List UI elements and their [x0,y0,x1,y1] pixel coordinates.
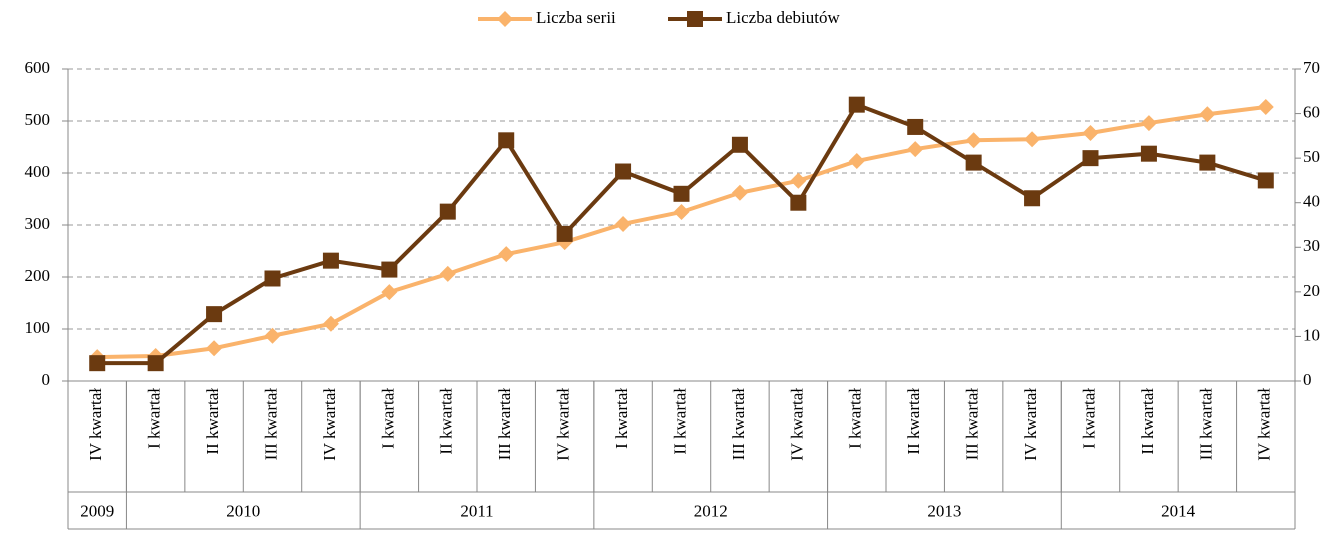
y2-tick-label: 50 [1303,147,1320,166]
point [439,265,456,282]
point [264,327,281,344]
point [556,225,573,242]
point [1082,150,1099,167]
point [673,185,690,202]
point [1140,115,1157,132]
x-tick-label: I kwartał [1079,388,1098,449]
group-label: 2013 [927,501,961,520]
point [498,246,515,263]
point [673,204,690,220]
group-label: 2010 [226,501,260,520]
x-tick-label: IV kwartał [320,388,339,461]
point [89,355,106,372]
x-tick-label: IV kwartał [1255,388,1274,461]
point [264,270,281,287]
x-tick-label: II kwartał [1138,388,1157,455]
x-tick-label: III kwartał [963,388,982,460]
point [790,194,807,211]
point [731,184,748,201]
point [731,136,748,153]
legend-label: Liczba debiutów [726,8,840,27]
point [907,118,924,135]
y-tick-label: 500 [25,110,51,129]
x-tick-label: I kwartał [145,388,164,449]
x-tick-label: III kwartał [261,388,280,460]
y2-tick-label: 20 [1303,281,1320,300]
y-tick-label: 300 [25,214,51,233]
point [1257,98,1274,115]
point [907,141,924,158]
y2-tick-label: 70 [1303,58,1320,77]
point [1024,131,1041,148]
legend-marker [687,11,703,27]
point [1257,172,1274,189]
x-tick-label: IV kwartał [86,388,105,461]
x-tick-label: III kwartał [1196,388,1215,460]
point [206,306,223,323]
y2-tick-label: 0 [1303,370,1312,389]
group-label: 2011 [460,501,493,520]
point [615,215,632,232]
point [615,163,632,180]
point [1024,190,1041,207]
point [498,132,515,149]
point [1140,145,1157,162]
point [1199,106,1216,123]
series-line [97,102,1267,366]
x-tick-label: III kwartał [495,388,514,460]
x-tick-label: II kwartał [203,388,222,455]
y-tick-label: 400 [25,162,51,181]
x-tick-label: II kwartał [670,388,689,455]
point [1199,154,1216,171]
x-tick-label: IV kwartał [554,388,573,461]
point [322,315,339,332]
point [439,203,456,220]
point [322,252,339,269]
series-line [97,104,1267,360]
y2-tick-label: 40 [1303,192,1320,211]
point [381,261,398,278]
x-tick-label: I kwartał [612,388,631,449]
y-tick-label: 600 [25,58,51,77]
group-label: 2014 [1161,501,1196,520]
point [848,96,865,113]
x-tick-label: III kwartał [729,388,748,460]
y2-tick-label: 30 [1303,236,1320,255]
y-tick-label: 200 [25,266,51,285]
y2-tick-label: 10 [1303,325,1320,344]
point [965,132,982,149]
point [381,284,398,301]
point [848,153,865,170]
x-tick-label: IV kwartał [787,388,806,461]
x-tick-label: II kwartał [904,388,923,455]
y-tick-label: 0 [42,370,51,389]
group-label: 2012 [694,501,728,520]
x-tick-label: I kwartał [846,388,865,449]
group-label: 2009 [80,501,114,520]
point [147,355,164,372]
point [790,172,807,189]
y2-tick-label: 60 [1303,102,1320,121]
y-tick-label: 100 [25,318,51,337]
legend-label: Liczba serii [536,8,616,27]
x-tick-label: II kwartał [437,388,456,455]
point [965,154,982,171]
point [1082,124,1099,141]
x-tick-label: I kwartał [378,388,397,449]
legend-marker [497,11,513,27]
x-tick-label: IV kwartał [1021,388,1040,461]
point [206,340,223,357]
